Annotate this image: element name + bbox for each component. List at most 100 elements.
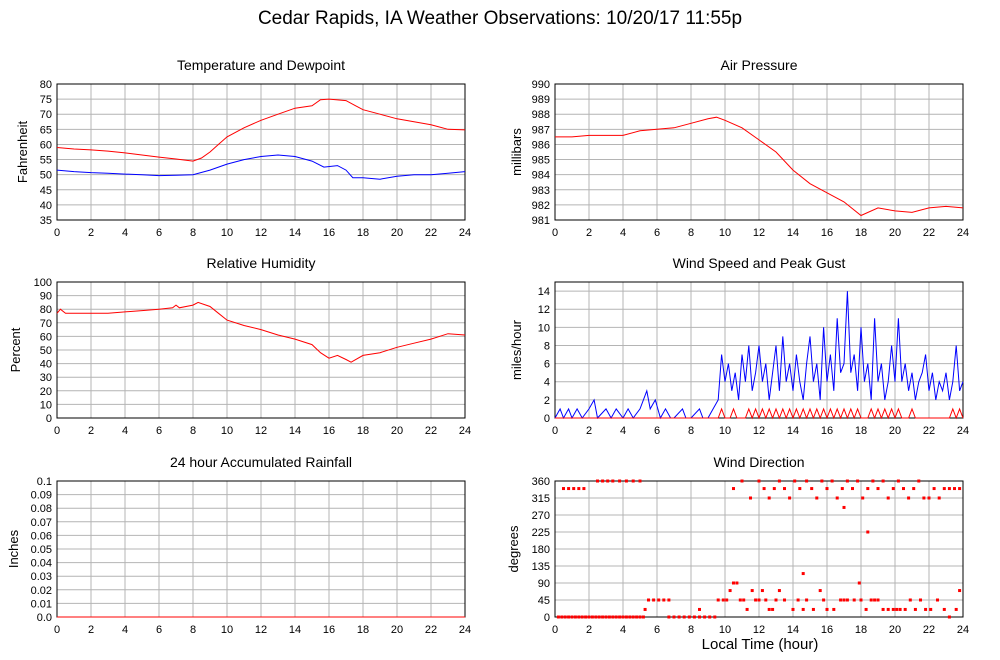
x-tick-label: 2 <box>586 425 592 437</box>
series-line-2 <box>555 407 964 420</box>
data-point <box>698 607 701 611</box>
data-point <box>682 615 686 619</box>
data-point <box>606 479 610 483</box>
x-tick-label: 22 <box>923 425 935 437</box>
x-tick-label: 18 <box>357 227 369 239</box>
data-point <box>922 496 926 500</box>
data-point <box>573 615 577 619</box>
data-point <box>903 607 907 611</box>
data-point <box>577 487 581 491</box>
y-tick-label: 10 <box>40 399 52 411</box>
chart-title: 24 hour Accumulated Rainfall <box>170 454 352 470</box>
plot-frame <box>56 281 466 419</box>
data-point <box>618 615 622 619</box>
x-tick-label: 6 <box>654 425 660 437</box>
data-point <box>777 589 781 593</box>
data-point <box>857 581 861 585</box>
x-tick-label: 6 <box>156 425 162 437</box>
y-tick-label: 100 <box>34 277 52 289</box>
data-point <box>783 598 786 602</box>
data-point <box>749 496 752 500</box>
data-point <box>762 487 766 491</box>
data-point <box>936 598 939 602</box>
data-point <box>908 598 912 602</box>
x-tick-label: 24 <box>459 227 471 239</box>
x-tick-label: 12 <box>255 425 267 437</box>
x-tick-label: 24 <box>459 425 471 437</box>
y-tick-label: 12 <box>538 304 550 316</box>
y-tick-label: 270 <box>532 510 550 522</box>
x-tick-label: 2 <box>88 425 94 437</box>
x-tick-label: 18 <box>357 624 369 636</box>
x-tick-label: 22 <box>923 227 935 239</box>
y-tick-label: 0 <box>544 612 550 624</box>
series-line-2 <box>56 154 466 180</box>
y-tick-label: 14 <box>538 286 550 298</box>
y-tick-label: 55 <box>40 155 52 167</box>
data-point <box>891 487 895 491</box>
data-point <box>861 496 865 500</box>
data-point <box>667 615 671 619</box>
data-point <box>917 479 921 483</box>
data-point <box>859 598 863 602</box>
series-line-1 <box>56 98 466 162</box>
x-tick-label: 8 <box>190 425 196 437</box>
chart-title: Wind Speed and Peak Gust <box>673 255 846 271</box>
data-point <box>582 487 586 491</box>
data-point <box>677 615 681 619</box>
data-point <box>611 479 615 483</box>
data-point <box>873 598 877 602</box>
x-tick-label: 6 <box>156 624 162 636</box>
data-point <box>924 607 928 611</box>
data-point <box>732 581 735 585</box>
data-point <box>567 487 571 491</box>
data-point <box>942 607 946 611</box>
data-point <box>777 479 781 483</box>
data-point <box>643 607 647 611</box>
data-point <box>801 607 805 611</box>
x-tick-label: 8 <box>190 227 196 239</box>
data-point <box>815 496 819 500</box>
data-point <box>624 479 628 483</box>
series-line-1 <box>56 301 466 363</box>
x-tick-label: 16 <box>323 425 335 437</box>
y-tick-label: 60 <box>40 139 52 151</box>
data-point <box>886 607 890 611</box>
data-point <box>811 607 815 611</box>
y-tick-label: 65 <box>40 124 52 136</box>
x-axis-label: Local Time (hour) <box>701 636 819 653</box>
x-tick-label: 4 <box>122 227 128 239</box>
data-point <box>716 598 720 602</box>
data-point <box>672 615 676 619</box>
x-tick-label: 10 <box>719 624 731 636</box>
x-tick-label: 10 <box>221 227 233 239</box>
y-tick-label: 45 <box>40 185 52 197</box>
y-tick-label: 0.1 <box>37 476 52 488</box>
data-point <box>757 598 761 602</box>
y-tick-label: 80 <box>40 79 52 91</box>
chart-panel-6: Wind Directiondegrees0459013518022527031… <box>506 454 969 636</box>
data-point <box>783 487 786 491</box>
data-point <box>947 615 951 619</box>
y-tick-label: 4 <box>544 377 550 389</box>
data-point <box>788 496 792 500</box>
data-point <box>842 598 846 602</box>
y-tick-label: 225 <box>532 527 550 539</box>
x-tick-label: 14 <box>787 624 799 636</box>
x-tick-label: 8 <box>190 624 196 636</box>
data-point <box>907 496 911 500</box>
data-point <box>845 479 849 483</box>
data-point <box>896 479 900 483</box>
x-tick-label: 22 <box>923 624 935 636</box>
y-tick-label: 0.05 <box>31 544 52 556</box>
series-line-1 <box>555 116 964 217</box>
data-point <box>556 615 560 619</box>
data-point <box>798 487 802 491</box>
x-tick-label: 14 <box>289 624 301 636</box>
data-point <box>801 572 805 576</box>
data-point <box>618 479 622 483</box>
data-point <box>750 589 754 593</box>
chart-title: Wind Direction <box>713 454 804 470</box>
x-tick-label: 0 <box>552 425 558 437</box>
